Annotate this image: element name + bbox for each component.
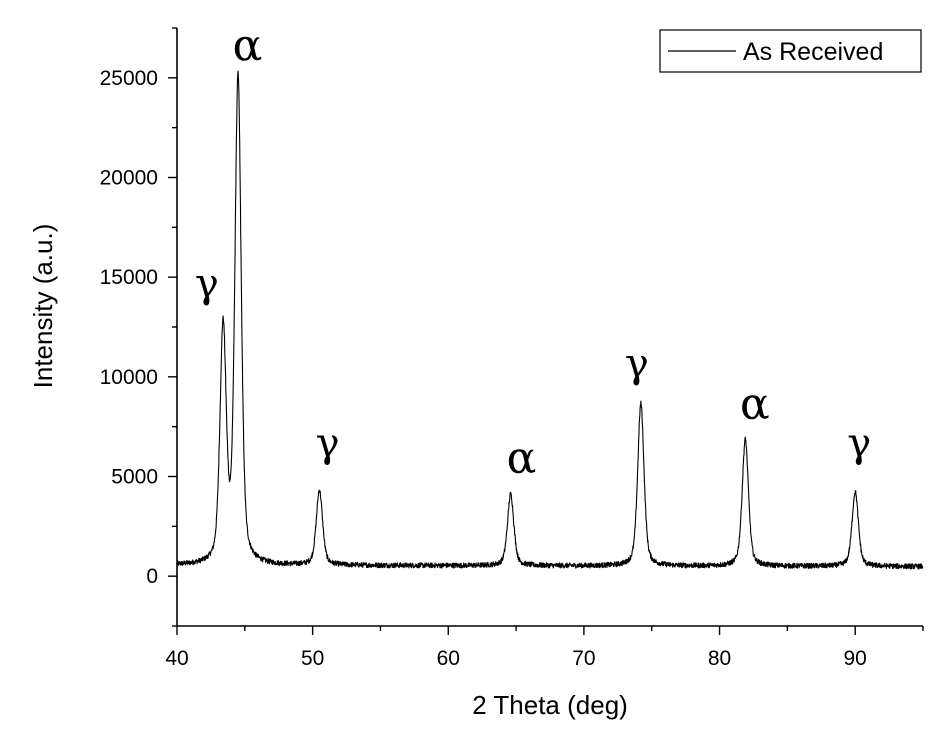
gamma-peak-label: γ [316,421,340,467]
alpha-peak-label: α [740,379,770,430]
x-tick-label: 70 [572,647,595,670]
x-tick-label: 90 [844,647,867,670]
gamma-peak-label: γ [195,261,219,307]
gamma-peak-label: γ [847,421,871,467]
x-tick-label: 60 [437,647,460,670]
y-tick-label: 0 [146,565,158,588]
alpha-peak-label: α [233,20,263,71]
series-line-as-received [176,70,924,570]
gamma-peak-label: γ [625,341,649,387]
alpha-peak-label: α [507,433,537,484]
x-axis-label: 2 Theta (deg) [472,690,628,720]
y-tick-label: 15000 [100,266,158,289]
y-tick-label: 20000 [100,167,158,190]
x-tick-label: 40 [165,647,188,670]
y-ticks: 0 5000 10000 15000 20000 25000 [100,27,177,627]
x-tick-label: 50 [301,647,324,670]
y-tick-label: 10000 [100,366,158,389]
x-ticks: 40 50 60 70 80 90 [165,626,924,670]
legend-label-as-received: As Received [743,38,883,66]
x-tick-label: 80 [708,647,731,670]
plot-area [176,70,924,570]
peak-annotations: γ α γ α γ α γ [195,20,871,484]
y-tick-label: 25000 [100,67,158,90]
y-axis-label: Intensity (a.u.) [28,224,58,389]
legend: As Received [659,29,922,73]
y-tick-label: 5000 [111,466,158,489]
